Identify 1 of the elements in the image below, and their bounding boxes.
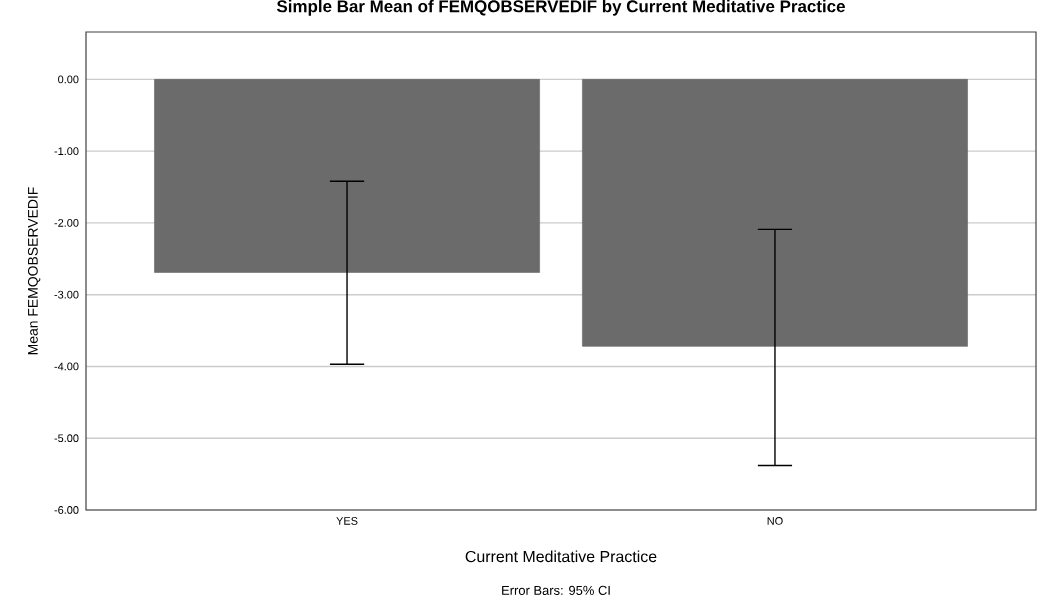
chart-title: Simple Bar Mean of FEMQOBSERVEDIF by Current Meditative Practice bbox=[276, 0, 845, 16]
